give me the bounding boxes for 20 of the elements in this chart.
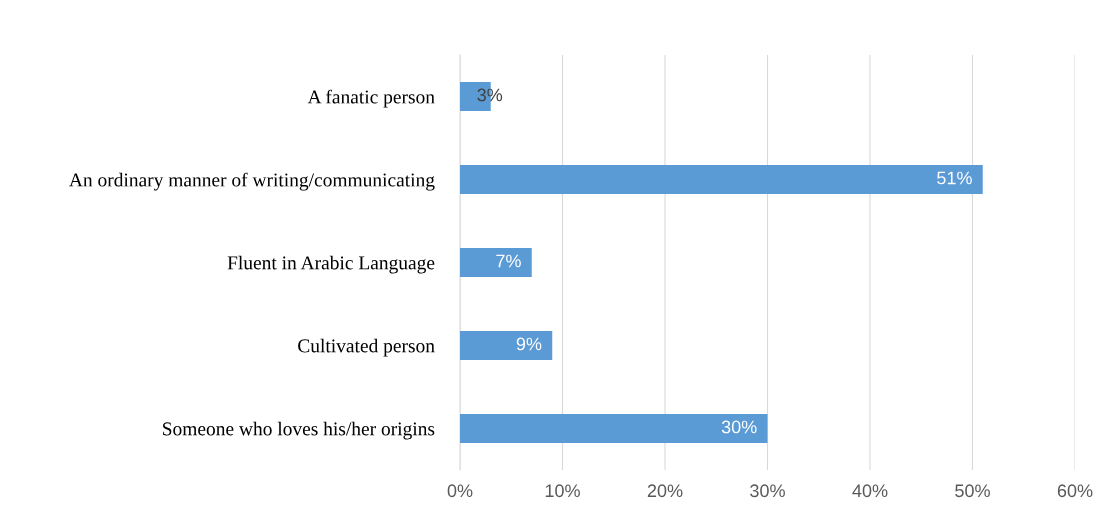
x-tick-label: 10% — [545, 484, 580, 498]
data-label: 30% — [721, 420, 757, 434]
y-tick-label: Cultivated person — [298, 338, 435, 357]
x-tick-label: 0% — [447, 484, 473, 498]
data-label: 9% — [516, 337, 542, 351]
data-label: 51% — [937, 171, 972, 185]
bar — [460, 164, 983, 195]
x-tick-label: 40% — [852, 484, 888, 498]
y-tick-label: A fanatic person — [307, 89, 435, 108]
x-tick-label: 50% — [955, 484, 990, 498]
y-tick-label: Someone who loves his/her origins — [163, 421, 435, 440]
y-tick-label: An ordinary manner of writing/communicating — [69, 172, 435, 191]
x-tick-label: 30% — [750, 484, 785, 498]
x-tick-label: 20% — [647, 484, 683, 498]
x-tick-label: 60% — [1057, 484, 1093, 498]
data-label: 7% — [496, 254, 521, 268]
bar — [460, 413, 768, 444]
bar — [460, 247, 532, 278]
bar — [460, 330, 553, 361]
y-tick-label: Fluent in Arabic Language — [227, 255, 435, 274]
